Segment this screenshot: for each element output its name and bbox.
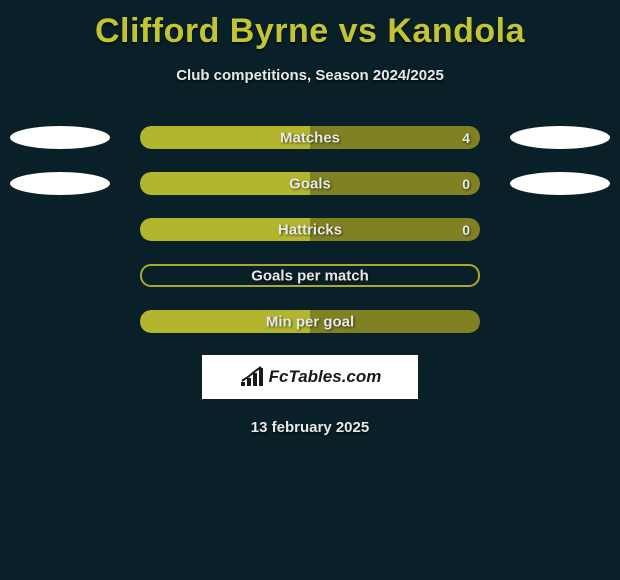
stat-label: Matches bbox=[280, 129, 340, 146]
stat-value-right: 0 bbox=[462, 176, 470, 192]
comparison-chart: Matches 4 Goals 0 Hattricks 0 Goals per match M… bbox=[0, 126, 620, 333]
right-marker bbox=[510, 126, 610, 149]
stat-label: Hattricks bbox=[278, 221, 342, 238]
badge-text: FcTables.com bbox=[269, 367, 382, 387]
stat-row: Goals 0 bbox=[0, 172, 620, 195]
bar-container: Min per goal bbox=[140, 310, 480, 333]
stat-label: Goals per match bbox=[251, 267, 369, 284]
stat-value-right: 0 bbox=[462, 222, 470, 238]
page-subtitle: Club competitions, Season 2024/2025 bbox=[0, 67, 620, 84]
date-text: 13 february 2025 bbox=[0, 419, 620, 436]
signal-icon bbox=[239, 366, 265, 388]
stat-value-right: 4 bbox=[462, 130, 470, 146]
bar-container: Matches 4 bbox=[140, 126, 480, 149]
bar-container: Goals 0 bbox=[140, 172, 480, 195]
stat-label: Min per goal bbox=[266, 313, 354, 330]
stat-row: Matches 4 bbox=[0, 126, 620, 149]
stat-row: Min per goal bbox=[0, 310, 620, 333]
site-badge: FcTables.com bbox=[202, 355, 418, 399]
stat-row: Goals per match bbox=[0, 264, 620, 287]
right-marker bbox=[510, 172, 610, 195]
stat-row: Hattricks 0 bbox=[0, 218, 620, 241]
left-marker bbox=[10, 172, 110, 195]
left-marker bbox=[10, 126, 110, 149]
bar-container: Goals per match bbox=[140, 264, 480, 287]
bar-container: Hattricks 0 bbox=[140, 218, 480, 241]
bar-fill-left bbox=[140, 172, 310, 195]
page-title: Clifford Byrne vs Kandola bbox=[0, 0, 620, 51]
stat-label: Goals bbox=[289, 175, 331, 192]
bar-fill-right bbox=[310, 172, 480, 195]
